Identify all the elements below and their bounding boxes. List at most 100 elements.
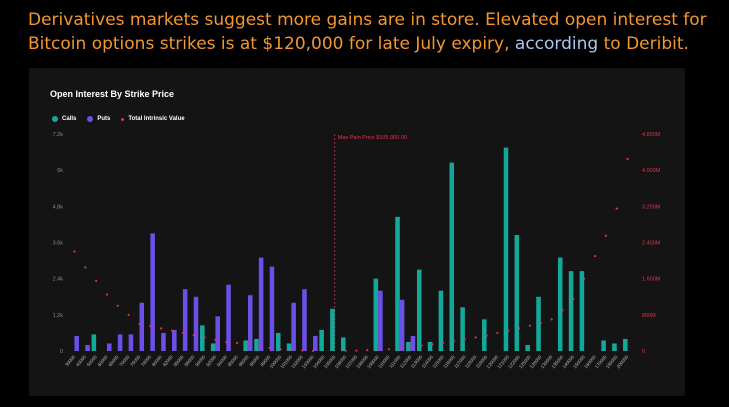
x-tick-label: 94000 [216,354,228,367]
calls-bar [601,340,606,351]
intrinsic-swatch [121,117,125,121]
intrinsic-point [279,348,282,351]
calls-bar [536,296,541,351]
intrinsic-point [528,324,532,327]
puts-bar [161,332,166,351]
puts-bar [399,299,405,351]
x-tick-label: 200000 [616,354,630,369]
intrinsic-point [442,341,445,344]
y-right-tick-label: 4.800M [642,132,661,138]
x-tick-label: 40000 [75,354,87,367]
puts-bar [139,302,145,351]
y-right-tick-label: 0 [642,349,645,355]
x-tick-label: 88000 [183,354,195,367]
caption-text-end: to Deribit. [598,34,689,54]
intrinsic-point [452,339,456,343]
y-right-tick-label: 1.600M [642,277,661,283]
intrinsic-point [160,327,163,330]
intrinsic-point [138,322,141,325]
intrinsic-point [246,343,250,346]
max-pain-label: Max Pain Price $105,000.00 [338,135,407,141]
puts-bar [302,289,307,351]
y-left-tick-label: 0 [60,349,63,355]
intrinsic-point [539,321,542,325]
y-left-tick-label: 2.4k [53,277,64,283]
intrinsic-point [203,336,206,339]
y-left-tick-label: 3.6k [53,241,64,247]
puts-bar [269,266,275,351]
calls-bar [427,341,433,351]
intrinsic-point [561,309,564,312]
intrinsic-point [214,338,217,341]
puts-bar [117,334,123,351]
calls-bar [91,334,97,351]
legend-puts[interactable]: Puts [87,116,110,122]
intrinsic-point [387,348,391,351]
puts-bar [172,329,177,351]
calls-bar [568,271,574,351]
intrinsic-point [170,329,174,332]
article-caption: Derivatives markets suggest more gains a… [28,8,718,56]
puts-bar [291,302,296,351]
according-link[interactable]: according [514,34,599,54]
y-left-tick-label: 7.2k [53,132,64,138]
intrinsic-point [583,277,586,280]
intrinsic-point [572,297,575,301]
intrinsic-point [474,336,477,339]
y-right-tick-label: 4.000M [642,168,661,174]
calls-bar [200,325,205,351]
intrinsic-point [73,250,76,253]
intrinsic-point [420,344,423,347]
intrinsic-point [615,207,618,210]
puts-bar [128,334,134,351]
intrinsic-point [95,279,98,283]
intrinsic-point [301,349,304,352]
calls-bar [460,307,465,351]
puts-bar [85,344,90,351]
calls-bar [438,290,444,351]
y-left-tick-label: 1.2k [53,313,64,319]
puts-bar [106,343,112,351]
intrinsic-point [550,318,553,321]
x-tick-label: 50000 [86,354,98,367]
legend-calls[interactable]: Calls [52,116,76,122]
calls-bar [612,343,617,351]
legend-intrinsic-label: Total Intrinsic Value [128,116,185,122]
intrinsic-point [463,338,466,341]
intrinsic-point [344,349,347,352]
puts-swatch [87,116,94,122]
intrinsic-point [355,349,358,352]
intrinsic-point [84,266,87,269]
calls-bar [254,338,259,351]
x-tick-label: 92000 [205,354,217,367]
calls-bar [623,338,628,351]
x-tick-label: 65000 [108,354,120,367]
x-tick-label: 80000 [151,354,163,367]
intrinsic-point [366,348,369,352]
x-tick-label: 82000 [162,354,174,367]
intrinsic-point [225,340,228,344]
x-tick-label: 78000 [140,354,152,367]
intrinsic-point [518,327,521,330]
calls-bar [373,278,379,351]
intrinsic-point [257,345,260,348]
x-tick-label: 96000 [238,354,250,367]
calls-bar [210,343,216,351]
intrinsic-point [116,304,119,307]
intrinsic-point [507,329,510,332]
intrinsic-point [496,331,499,335]
calls-bar [525,344,530,351]
legend-intrinsic[interactable]: Total Intrinsic Value [121,116,185,122]
intrinsic-point [149,325,152,328]
chart-card: Open Interest By Strike Price Calls Puts… [29,68,685,396]
y-left-tick-label: 6k [57,168,63,174]
intrinsic-point [290,348,293,352]
puts-bar [215,316,220,351]
puts-bar [74,335,79,351]
puts-bar [193,296,199,351]
calls-bar [503,147,509,351]
intrinsic-point [181,331,184,335]
intrinsic-point [593,254,597,258]
x-tick-label: 98000 [249,354,261,367]
intrinsic-point [268,346,271,349]
